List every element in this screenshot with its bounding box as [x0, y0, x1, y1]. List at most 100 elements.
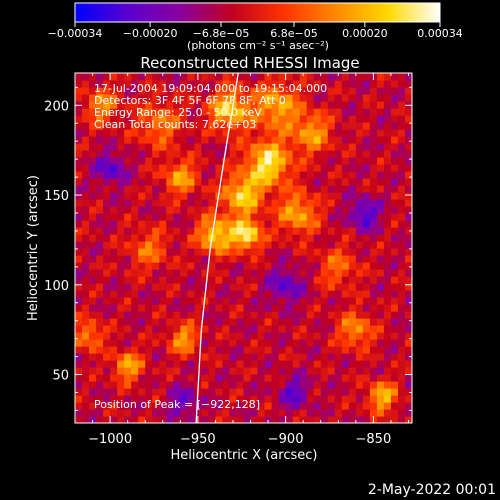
heatmap-cell: [96, 395, 104, 403]
heatmap-cell: [334, 255, 343, 263]
heatmap-cell: [208, 318, 217, 326]
heatmap-cell: [355, 276, 364, 284]
heatmap-cell: [299, 136, 308, 144]
heatmap-cell: [397, 255, 406, 263]
heatmap-cell: [124, 136, 132, 144]
heatmap-cell: [313, 297, 322, 305]
heatmap-cell: [250, 73, 259, 81]
heatmap-cell: [369, 255, 378, 263]
heatmap-cell: [369, 150, 378, 158]
heatmap-cell: [327, 297, 336, 305]
heatmap-cell: [320, 304, 329, 312]
heatmap-cell: [138, 395, 146, 403]
heatmap-cell: [103, 220, 111, 228]
heatmap-cell: [124, 297, 132, 305]
heatmap-cell: [89, 143, 97, 151]
heatmap-cell: [166, 346, 174, 354]
heatmap-cell: [369, 297, 378, 305]
heatmap-cell: [201, 388, 209, 396]
heatmap-cell: [383, 129, 392, 137]
heatmap-cell: [341, 402, 350, 410]
heatmap-cell: [334, 199, 343, 207]
heatmap-cell: [292, 206, 301, 214]
heatmap-cell: [271, 381, 280, 389]
heatmap-cell: [117, 255, 125, 263]
heatmap-cell: [292, 374, 301, 382]
heatmap-cell: [390, 332, 399, 340]
heatmap-cell: [390, 136, 399, 144]
heatmap-cell: [299, 87, 308, 95]
heatmap-cell: [250, 143, 259, 151]
heatmap-cell: [110, 409, 118, 417]
heatmap-cell: [82, 87, 90, 95]
heatmap-cell: [110, 178, 118, 186]
heatmap-cell: [313, 136, 322, 144]
heatmap-cell: [145, 325, 153, 333]
heatmap-cell: [313, 157, 322, 165]
heatmap-cell: [75, 262, 83, 270]
heatmap-cell: [334, 283, 343, 291]
heatmap-cell: [180, 101, 188, 109]
heatmap-cell: [82, 220, 90, 228]
heatmap-cell: [145, 290, 153, 298]
heatmap-cell: [362, 248, 371, 256]
heatmap-cell: [96, 171, 104, 179]
heatmap-cell: [285, 220, 294, 228]
heatmap-cell: [383, 248, 392, 256]
heatmap-cell: [383, 178, 392, 186]
heatmap-cell: [341, 381, 350, 389]
heatmap-cell: [250, 290, 259, 298]
heatmap-cell: [215, 192, 224, 200]
heatmap-cell: [152, 374, 160, 382]
heatmap-cell: [173, 346, 181, 354]
heatmap-cell: [82, 73, 90, 81]
heatmap-cell: [243, 402, 252, 410]
heatmap-cell: [173, 332, 181, 340]
heatmap-cell: [131, 199, 139, 207]
heatmap-cell: [250, 164, 259, 172]
heatmap-cell: [236, 157, 245, 165]
heatmap-cell: [383, 255, 392, 263]
heatmap-cell: [285, 143, 294, 151]
heatmap-cell: [306, 269, 315, 277]
heatmap-cell: [124, 311, 132, 319]
heatmap-cell: [103, 276, 111, 284]
heatmap-cell: [215, 325, 224, 333]
heatmap-cell: [82, 367, 90, 375]
heatmap-cell: [201, 227, 209, 235]
heatmap-cell: [313, 171, 322, 179]
heatmap-cell: [89, 339, 97, 347]
heatmap-cell: [215, 136, 224, 144]
heatmap-cell: [236, 136, 245, 144]
x-tick-label: −1000: [88, 432, 132, 447]
heatmap-cell: [313, 318, 322, 326]
heatmap-cell: [75, 220, 83, 228]
heatmap-cell: [159, 213, 167, 221]
heatmap-cell: [404, 255, 412, 263]
heatmap-cell: [334, 318, 343, 326]
heatmap-cell: [187, 262, 195, 270]
heatmap-cell: [264, 122, 273, 130]
heatmap-cell: [229, 409, 238, 417]
heatmap-cell: [292, 311, 301, 319]
heatmap-cell: [327, 234, 336, 242]
heatmap-cell: [208, 220, 217, 228]
heatmap-cell: [103, 185, 111, 193]
heatmap-cell: [152, 269, 160, 277]
heatmap-cell: [236, 185, 245, 193]
heatmap-cell: [341, 178, 350, 186]
heatmap-cell: [152, 318, 160, 326]
heatmap-cell: [271, 234, 280, 242]
heatmap-cell: [180, 304, 188, 312]
heatmap-cell: [138, 157, 146, 165]
heatmap-cell: [383, 388, 392, 396]
heatmap-cell: [327, 353, 336, 361]
plot-frame: [74, 72, 413, 424]
heatmap-cell: [222, 171, 231, 179]
heatmap-cell: [82, 164, 90, 172]
heatmap-cell: [313, 87, 322, 95]
heatmap-cell: [82, 213, 90, 221]
heatmap-cell: [103, 269, 111, 277]
heatmap-cell: [341, 136, 350, 144]
heatmap-cell: [110, 318, 118, 326]
